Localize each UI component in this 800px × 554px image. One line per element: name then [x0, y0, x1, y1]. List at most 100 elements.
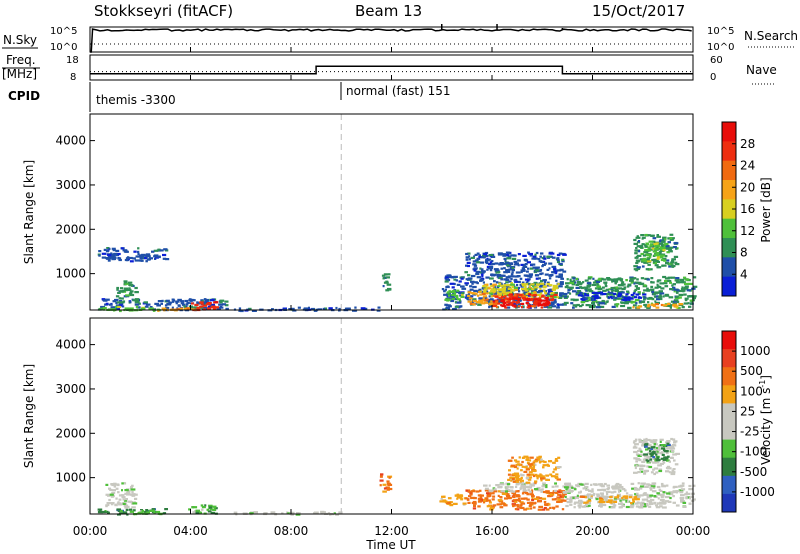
velocity-cell [580, 500, 584, 504]
power-cell [521, 283, 525, 286]
power-cell [668, 296, 674, 299]
velocity-cell [637, 495, 641, 498]
power-cell [124, 250, 129, 253]
velocity-colorbar-label-main: Velocity [759, 418, 773, 465]
velocity-cell [122, 498, 125, 501]
power-cell [540, 272, 544, 275]
power-cell [511, 266, 515, 269]
power-cell [506, 276, 509, 279]
power-cell [482, 290, 487, 293]
power-cell [524, 295, 528, 298]
velocity-colorbar-tick-label: -25 [740, 425, 760, 439]
power-cell [533, 305, 537, 308]
velocity-cell [597, 488, 602, 492]
power-cell [638, 259, 641, 262]
velocity-cell [123, 504, 129, 507]
power-cell [633, 238, 637, 242]
power-cell [115, 252, 121, 256]
power-cell [584, 294, 590, 297]
power-cell [115, 249, 120, 252]
nsearch-tick-bottom: 10^0 [707, 42, 734, 53]
power-cell [527, 294, 531, 297]
velocity-cell [656, 450, 659, 453]
power-cell [559, 281, 564, 284]
velocity-cell [650, 446, 656, 449]
power-cell [180, 300, 184, 303]
power-ytick-label: 4000 [55, 134, 86, 148]
power-cell [128, 287, 131, 290]
power-cell [495, 302, 501, 305]
velocity-cell [655, 504, 659, 507]
power-cell [472, 303, 476, 306]
velocity-cell [505, 488, 509, 491]
power-cell [572, 306, 575, 309]
power-cell [655, 306, 660, 309]
velocity-cell [523, 508, 528, 511]
power-cell [667, 279, 672, 283]
velocity-cell [613, 503, 616, 506]
power-cell [507, 294, 512, 297]
velocity-cell [656, 456, 660, 459]
power-cell [467, 264, 470, 268]
power-cell [308, 306, 310, 309]
power-cell [630, 281, 635, 284]
power-cell [634, 299, 640, 302]
xtick-label: 20:00 [575, 524, 610, 538]
power-cell [641, 260, 645, 263]
power-cell [531, 288, 535, 291]
power-cell [531, 257, 536, 260]
velocity-cell [618, 489, 622, 492]
power-cell [489, 265, 494, 268]
power-cell [684, 285, 689, 288]
nsearch-tick-top: 10^5 [707, 26, 734, 37]
velocity-cell [617, 488, 621, 491]
power-cell [665, 259, 670, 262]
velocity-cell [588, 502, 591, 505]
power-cell [647, 303, 651, 307]
velocity-cell [520, 469, 523, 472]
power-cell [106, 247, 110, 250]
velocity-cell [684, 493, 688, 496]
power-cell [633, 277, 637, 280]
power-cell [510, 254, 516, 257]
power-cell [581, 292, 586, 295]
velocity-cell [656, 492, 660, 495]
velocity-cell [585, 488, 590, 491]
power-cell [128, 292, 133, 295]
power-cell [675, 306, 678, 309]
power-cell [659, 292, 665, 295]
power-cell [594, 287, 598, 290]
power-cell [377, 306, 381, 309]
power-cell [194, 303, 199, 306]
velocity-cell [484, 487, 489, 490]
velocity-cell [554, 482, 557, 485]
power-cell [448, 290, 451, 293]
power-cell [467, 252, 471, 255]
velocity-cell [668, 447, 672, 450]
velocity-cell [659, 505, 663, 508]
power-cell [672, 286, 676, 289]
power-cell [171, 306, 174, 309]
velocity-cell [650, 447, 654, 451]
velocity-cell [454, 494, 458, 497]
power-cell [120, 297, 124, 300]
velocity-cell [471, 501, 477, 505]
velocity-cell [536, 477, 539, 480]
velocity-cell [488, 484, 491, 487]
velocity-cell [543, 507, 547, 510]
power-cell [526, 306, 531, 309]
velocity-cell [380, 473, 384, 476]
power-cell [540, 260, 544, 263]
power-cell [594, 291, 598, 294]
power-cell [658, 285, 662, 289]
velocity-cell [124, 492, 129, 495]
power-cell [603, 281, 608, 284]
power-cell [621, 296, 626, 299]
velocity-cell [131, 506, 136, 509]
power-cell [528, 293, 532, 296]
velocity-cell [665, 451, 669, 455]
velocity-cell [521, 492, 525, 495]
velocity-cell [632, 498, 635, 501]
power-cell [484, 251, 489, 255]
power-cell [453, 275, 458, 278]
